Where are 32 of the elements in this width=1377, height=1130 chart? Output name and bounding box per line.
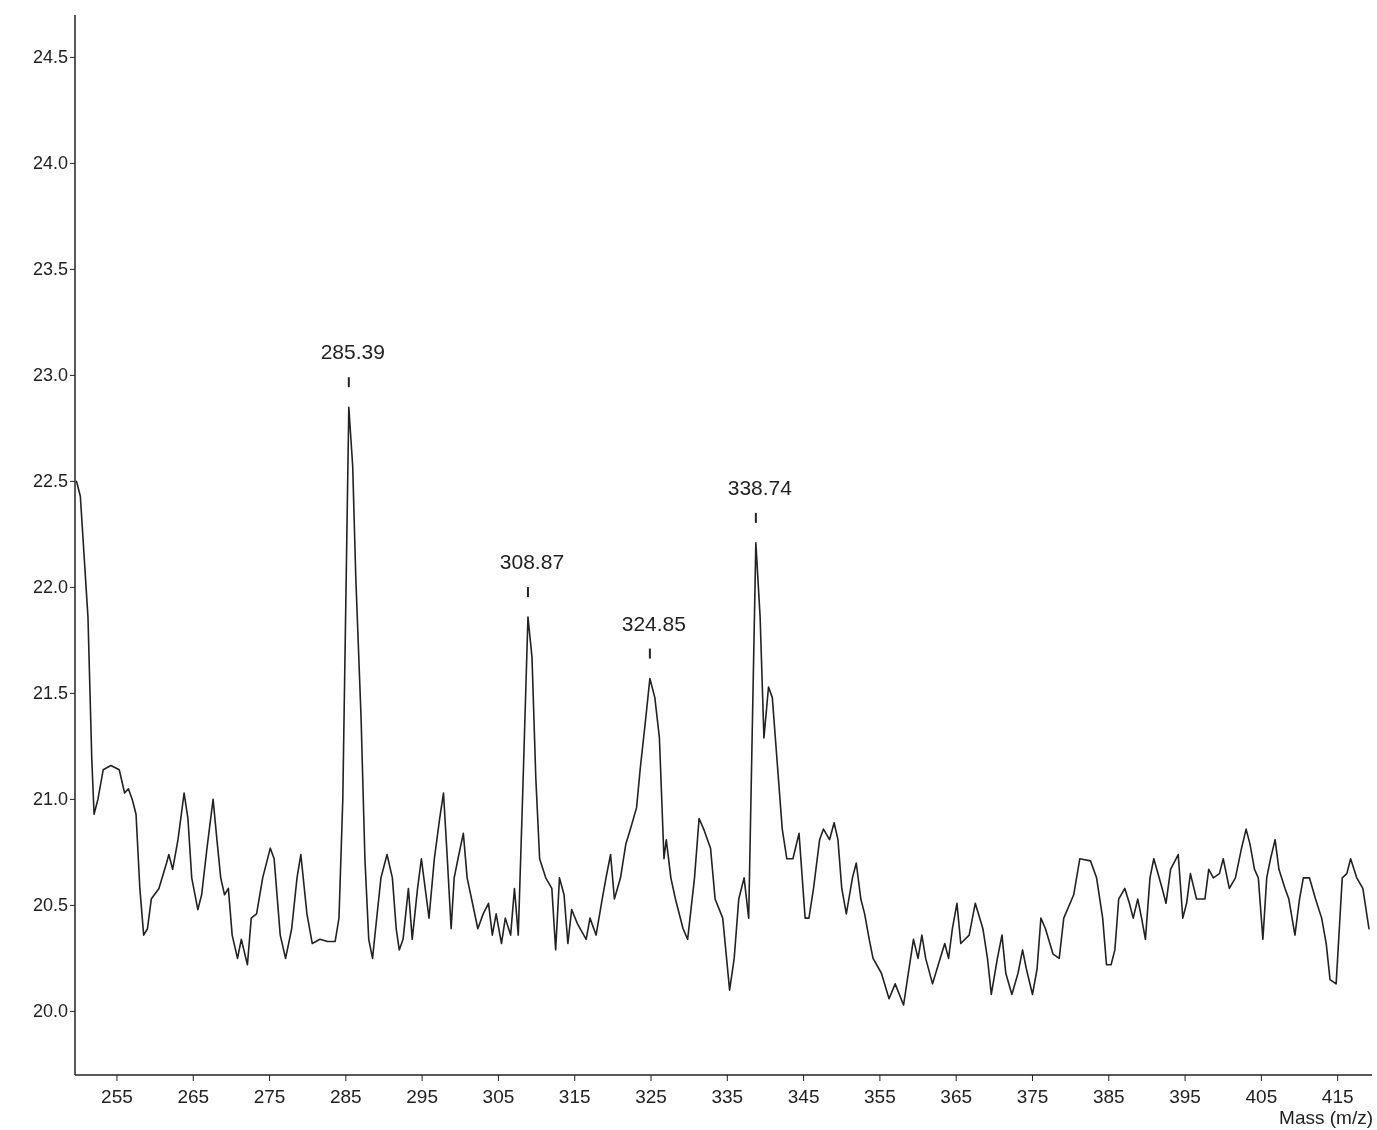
- x-tick-label: 415: [1321, 1086, 1354, 1107]
- x-axis-title: Mass (m/z): [1279, 1107, 1373, 1128]
- y-tick-label: 23.5: [32, 259, 68, 280]
- x-tick-label: 355: [864, 1086, 896, 1107]
- x-tick-label: 395: [1169, 1086, 1201, 1107]
- y-tick-label: 22.0: [32, 577, 68, 598]
- x-tick-label: 255: [101, 1086, 133, 1107]
- annotation: 308.87: [499, 550, 565, 574]
- x-tick-label: 365: [940, 1086, 973, 1107]
- x-tick-label: 295: [406, 1086, 438, 1107]
- y-tick-label: 22.5: [32, 471, 68, 492]
- x-tick-label: 405: [1245, 1086, 1278, 1107]
- x-tick-label: 265: [177, 1086, 210, 1107]
- x-tick-label: 305: [482, 1086, 515, 1107]
- x-tick-label: 335: [711, 1086, 744, 1107]
- annotation: 285.39: [320, 340, 385, 364]
- annotation: 324.85: [621, 611, 686, 635]
- x-tick-label: 315: [558, 1086, 591, 1107]
- x-tick-label: 375: [1016, 1086, 1049, 1107]
- y-tick-label: 23.0: [32, 365, 68, 386]
- y-tick-label: 21.5: [32, 683, 68, 704]
- y-tick-label: 21.0: [32, 789, 68, 810]
- y-tick-label: 24.5: [32, 47, 68, 68]
- x-tick-label: 325: [635, 1086, 667, 1107]
- x-tick-label: 345: [787, 1086, 820, 1107]
- y-tick-label: 20.5: [32, 895, 68, 916]
- annotation: 338.74: [727, 475, 793, 499]
- x-tick-label: 275: [253, 1086, 286, 1107]
- y-tick-label: 24.0: [32, 153, 68, 174]
- x-tick-label: 385: [1092, 1086, 1125, 1107]
- y-tick-label: 20.0: [32, 1001, 68, 1022]
- x-tick-label: 285: [329, 1086, 362, 1107]
